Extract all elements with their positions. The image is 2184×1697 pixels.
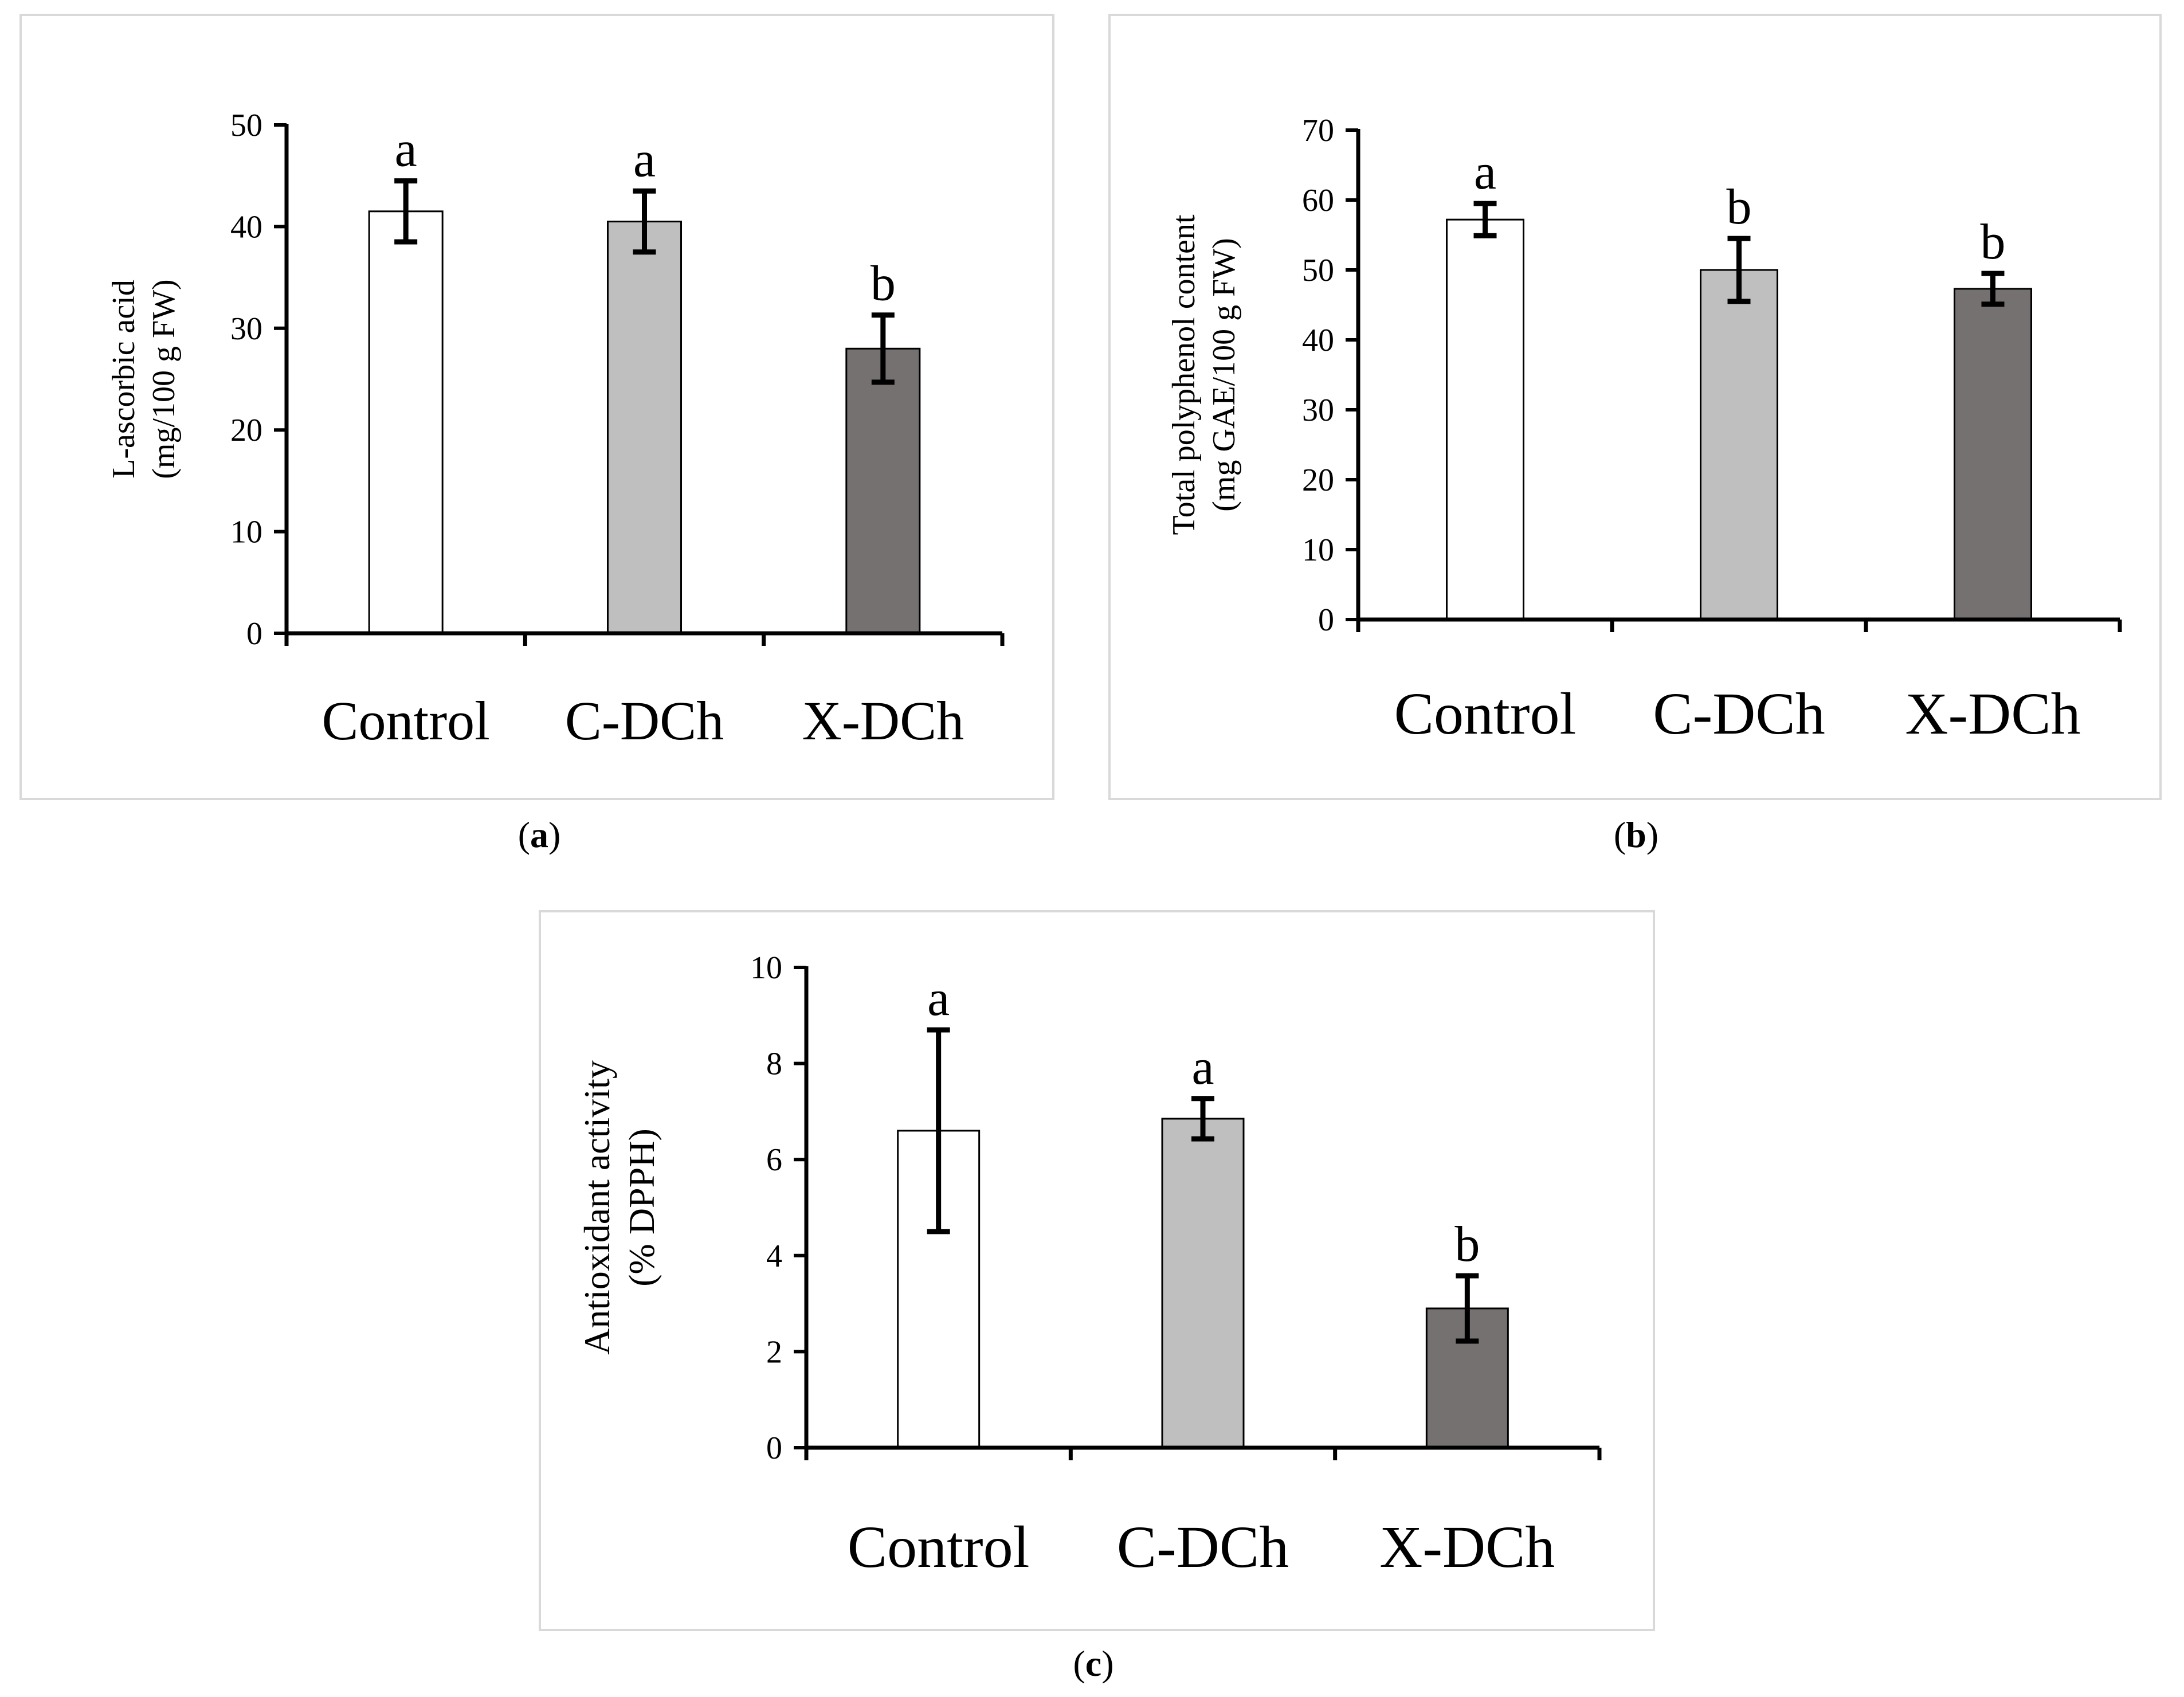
y-tick-label-a-4: 40 [230,209,262,245]
y-axis-label-b-line-1: Total polyphenol content [1166,214,1202,535]
category-label-b-2: C-DCh [1653,681,1825,747]
category-label-c-3: X-DCh [1379,1514,1555,1580]
y-tick-label-a-0: 0 [246,616,262,652]
y-tick-label-c-0: 0 [766,1431,782,1466]
category-label-c-1: Control [848,1514,1030,1580]
panel-label-a: a [530,814,548,855]
category-label-a-2: C-DCh [565,690,724,751]
y-tick-label-b-5: 50 [1302,253,1334,288]
bar-c-2 [1161,1118,1245,1449]
y-axis-label-a-line-1: L-ascorbic acid [106,280,142,479]
chart-panel-a: a a b 0 10 20 30 40 50 Control C-DCh X-DCh L-ascorbi… [19,14,1054,800]
y-tick-label-a-5: 50 [230,108,262,143]
y-tick-label-c-1: 2 [766,1334,782,1370]
significance-letter-b-3: b [1981,214,2006,270]
category-label-a-3: X-DCh [802,690,964,751]
bar-b-3 [1954,288,2032,621]
significance-letter-c-1: a [927,971,950,1026]
significance-letter-b-2: b [1727,179,1752,235]
chart-panel-c: a a b 0 2 4 6 8 10 Control C-DCh X-DCh Antioxidant a… [539,910,1655,1631]
y-tick-label-a-1: 10 [230,515,262,550]
significance-letter-a-2: a [633,132,656,187]
y-tick-label-a-3: 30 [230,311,262,347]
y-tick-label-b-2: 20 [1302,463,1334,498]
y-tick-label-b-1: 10 [1302,532,1334,568]
panel-caption-c: (c) [1073,1643,1114,1684]
significance-letter-b-1: a [1474,144,1496,200]
chart-a: a a b 0 10 20 30 40 50 Control C-DCh X-DCh L-ascorbi… [106,108,1005,751]
bar-a-1 [368,210,444,634]
category-label-b-3: X-DCh [1905,681,2080,747]
y-tick-label-c-4: 8 [766,1047,782,1082]
category-label-c-2: C-DCh [1117,1514,1289,1580]
y-axis-label-c-line-1: Antioxidant activity [577,1060,617,1355]
chart-c: a a b 0 2 4 6 8 10 Control C-DCh X-DCh Antioxidant a… [577,950,1602,1580]
significance-letter-a-1: a [395,122,417,178]
category-label-b-1: Control [1394,681,1577,747]
y-axis-label-b-line-2: (mg GAE/100 g FW) [1206,238,1242,512]
significance-letter-a-3: b [871,256,896,312]
bar-a-3 [845,347,921,634]
category-label-a-1: Control [321,690,489,751]
y-tick-label-c-5: 10 [750,950,782,986]
panel-caption-b: (b) [1613,814,1659,855]
significance-letter-c-3: b [1454,1217,1480,1272]
y-tick-label-b-7: 70 [1302,113,1334,148]
panel-caption-a: (a) [517,814,561,855]
panel-label-b: b [1626,814,1646,855]
y-tick-label-b-0: 0 [1318,602,1334,638]
y-tick-label-c-3: 6 [766,1142,782,1178]
bar-b-1 [1446,218,1524,621]
y-tick-label-b-4: 40 [1302,323,1334,358]
bar-a-2 [607,221,682,634]
y-tick-label-b-3: 30 [1302,393,1334,428]
panel-label-c: c [1085,1643,1102,1684]
y-tick-label-b-6: 60 [1302,183,1334,218]
y-tick-label-a-2: 20 [230,413,262,448]
y-tick-label-c-2: 4 [766,1239,782,1274]
chart-panel-b: a b b 0 10 20 30 40 50 60 70 Control C-DCh X-DCh Total… [1108,14,2162,800]
y-axis-label-c-line-2: (% DPPH) [621,1128,662,1287]
bar-b-2 [1700,269,1778,621]
chart-b: a b b 0 10 20 30 40 50 60 70 Control C-DCh X-DCh Total… [1166,113,2122,747]
significance-letter-c-2: a [1191,1040,1214,1095]
y-axis-label-a-line-2: (mg/100 g FW) [146,279,182,479]
